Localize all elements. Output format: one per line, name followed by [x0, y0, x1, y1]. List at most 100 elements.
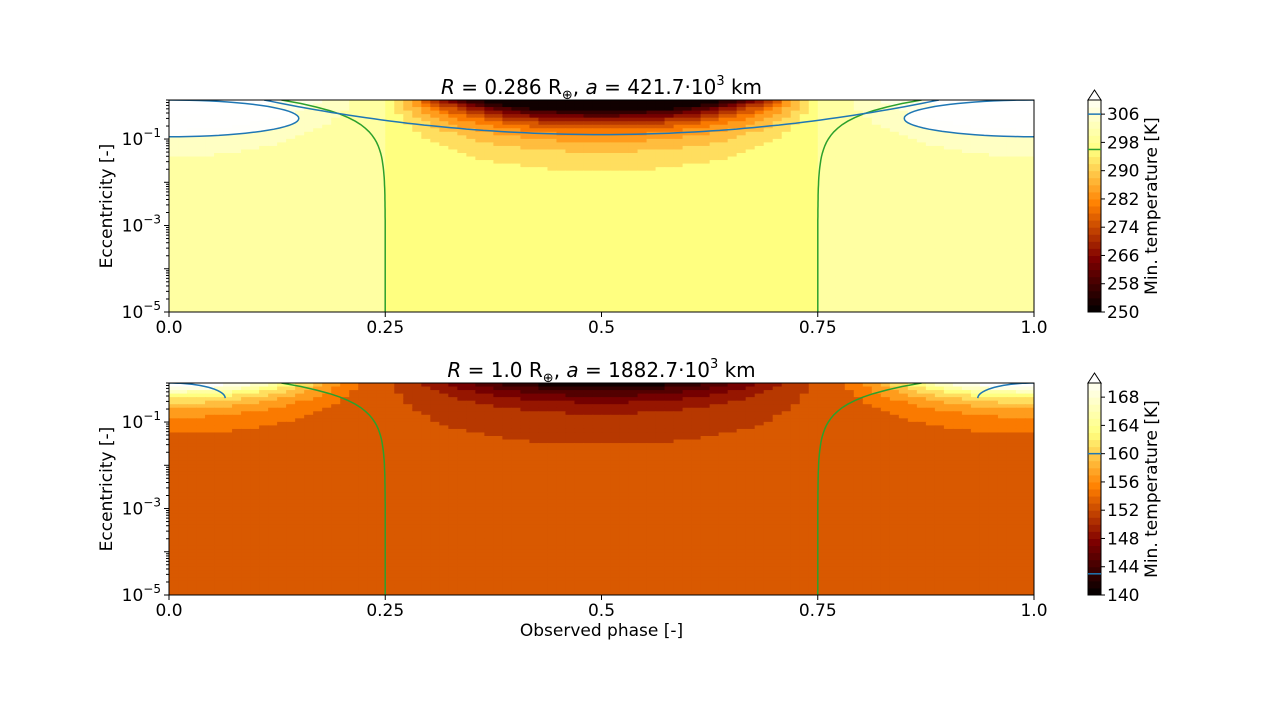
colorbar-segment: [1088, 538, 1101, 547]
colorbar-segment: [1088, 411, 1101, 419]
colorbar-tick-label: 274: [1107, 218, 1139, 238]
colorbar-segment: [1088, 100, 1101, 108]
colorbar-label: Min. temperature [K]: [1142, 400, 1162, 578]
colorbar-segment: [1088, 489, 1101, 497]
colorbar-tick-label: 152: [1107, 501, 1139, 521]
x-tick-label: 0.0: [155, 601, 182, 621]
colorbar-tick-label: 306: [1107, 105, 1139, 125]
y-tick-base: 10: [122, 586, 144, 606]
colorbar-segment: [1088, 170, 1101, 179]
colorbar-segment: [1088, 404, 1101, 412]
colorbar-segment: [1088, 425, 1101, 433]
colorbar-segment: [1088, 241, 1101, 249]
colorbar-tick-label: 144: [1107, 558, 1139, 578]
y-tick-base: 10: [122, 500, 144, 520]
colorbar-tick-label: 258: [1107, 275, 1139, 295]
colorbar-segment: [1088, 177, 1101, 186]
title-a-exponent: 3: [710, 357, 718, 372]
x-tick-label: 0.5: [588, 318, 615, 338]
green-contour-line: [281, 100, 386, 312]
colorbar-tick-label: 160: [1107, 445, 1139, 465]
title-a-exponent: 3: [716, 74, 724, 89]
colorbar-tick-label: 282: [1107, 190, 1139, 210]
x-axis-label: Observed phase [-]: [520, 621, 683, 641]
chart-title: R = 1.0 R⊕, a = 1882.7·103 km: [447, 357, 755, 386]
y-tick-base: 10: [122, 413, 144, 433]
colorbar-segment: [1088, 276, 1101, 285]
colorbar-segment: [1088, 432, 1101, 441]
colorbar-tick-label: 298: [1107, 133, 1139, 153]
colorbar-segment: [1088, 481, 1101, 490]
colorbar-segment: [1088, 149, 1101, 158]
y-tick-base: 10: [122, 217, 144, 237]
blue-contours: [169, 100, 1034, 138]
colorbar-segment: [1088, 213, 1101, 221]
colorbar-tick-label: 266: [1107, 246, 1139, 266]
y-tick-label: 10−1: [122, 409, 161, 433]
title-separator: ,: [554, 358, 567, 382]
colorbar-label: Min. temperature [K]: [1142, 117, 1162, 295]
y-tick-exponent: −5: [143, 582, 161, 596]
colorbar-frame: [1087, 382, 1102, 596]
chart-title: R = 0.286 R⊕, a = 421.7·103 km: [441, 74, 762, 103]
x-tick-label: 0.25: [366, 318, 404, 338]
colorbar-segment: [1088, 297, 1101, 306]
y-axis-label: Eccentricity [-]: [97, 144, 117, 269]
y-tick-exponent: −3: [143, 496, 161, 510]
colorbar-segment: [1088, 184, 1101, 193]
panel-2: 0.0 0.25 0.5 0.75 1.010−510−310−1Eccentricit…: [97, 357, 1162, 641]
colorbar-segment: [1088, 234, 1101, 242]
y-axis-label: Eccentricity [-]: [97, 427, 117, 552]
colorbar-segment: [1088, 220, 1101, 228]
title-a-unit: km: [725, 75, 762, 99]
title-separator: ,: [573, 75, 586, 99]
colorbar-segment: [1088, 114, 1101, 122]
colorbar-segment: [1088, 163, 1101, 172]
panel-1: 0.0 0.25 0.5 0.75 1.010−510−310−1Eccentricit…: [97, 74, 1162, 338]
colorbar-segment: [1088, 283, 1101, 292]
y-tick-exponent: −5: [143, 299, 161, 313]
x-tick-label: 0.5: [588, 601, 615, 621]
x-tick-label: 0.0: [155, 318, 182, 338]
colorbar-tick-label: 156: [1107, 473, 1139, 493]
colorbar-segment: [1088, 418, 1101, 426]
title-a-var: a: [586, 75, 598, 99]
colorbar-segment: [1088, 262, 1101, 271]
colorbar-segment: [1088, 580, 1101, 589]
colorbar-segment: [1088, 198, 1101, 207]
title-a-var: a: [566, 358, 578, 382]
colorbar-segment: [1088, 545, 1101, 554]
green-contour-line: [817, 100, 922, 312]
y-tick-label: 10−5: [122, 582, 161, 606]
x-tick-label: 1.0: [1020, 318, 1047, 338]
colorbar-segment: [1088, 503, 1101, 511]
colorbar-segment: [1088, 135, 1101, 143]
colorbar-segment: [1088, 566, 1101, 575]
colorbar-segment: [1088, 128, 1101, 136]
colorbar-segment: [1088, 121, 1101, 129]
colorbar-segment: [1088, 269, 1101, 278]
colorbar-segment: [1088, 206, 1101, 214]
colorbar-segment: [1088, 107, 1101, 115]
y-tick-label: 10−3: [122, 496, 161, 520]
x-tick-label: 0.25: [366, 601, 404, 621]
colorbar-tick-label: 148: [1107, 529, 1139, 549]
title-earth-symbol: ⊕: [562, 88, 573, 103]
colorbar-tick-label: 250: [1107, 303, 1139, 323]
colorbar-frame: [1087, 99, 1102, 313]
y-tick-label: 10−5: [122, 299, 161, 323]
colorbar-segment: [1088, 496, 1101, 504]
colorbar-tick-label: 164: [1107, 416, 1139, 436]
y-tick-exponent: −1: [143, 409, 161, 423]
colorbar-segment: [1088, 587, 1101, 596]
colorbar-segment: [1088, 439, 1101, 448]
x-tick-label: 0.75: [799, 318, 837, 338]
green-contour-line: [817, 383, 922, 595]
colorbar-tick-label: 140: [1107, 586, 1139, 606]
colorbar-segment: [1088, 446, 1101, 455]
colorbar-segment: [1088, 453, 1101, 462]
blue-contour-lobe: [169, 100, 300, 138]
colorbar-segment: [1088, 573, 1101, 582]
